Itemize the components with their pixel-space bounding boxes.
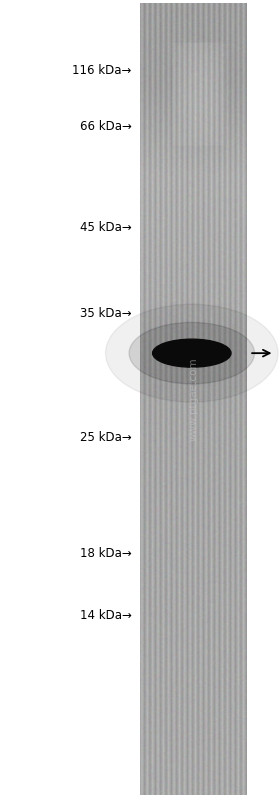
Ellipse shape (153, 339, 231, 368)
Text: 35 kDa→: 35 kDa→ (80, 307, 132, 320)
Ellipse shape (129, 322, 255, 384)
Text: 14 kDa→: 14 kDa→ (80, 609, 132, 622)
Text: www.ptgae.com: www.ptgae.com (188, 358, 198, 441)
Text: 25 kDa→: 25 kDa→ (80, 431, 132, 444)
Text: 66 kDa→: 66 kDa→ (80, 120, 132, 133)
Ellipse shape (106, 304, 278, 402)
Text: 45 kDa→: 45 kDa→ (80, 221, 132, 234)
Text: 116 kDa→: 116 kDa→ (72, 64, 132, 77)
Text: 18 kDa→: 18 kDa→ (80, 547, 132, 560)
